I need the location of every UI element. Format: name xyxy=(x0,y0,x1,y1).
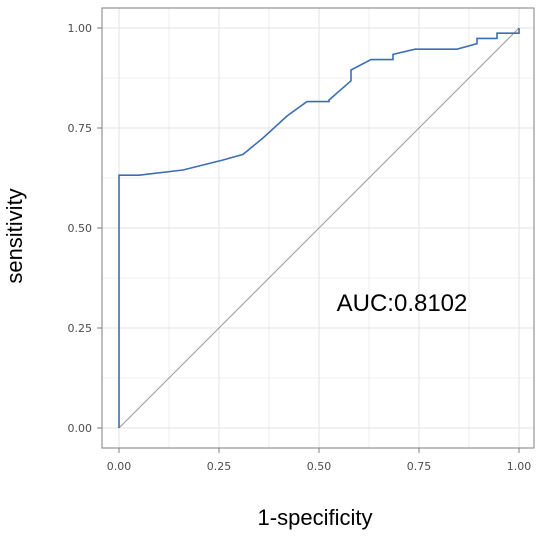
x-tick-label: 0.25 xyxy=(207,460,232,473)
x-tick-label: 0.00 xyxy=(107,460,132,473)
y-tick-label: 0.75 xyxy=(68,122,93,135)
x-tick-label: 0.75 xyxy=(407,460,432,473)
grid-lines xyxy=(102,8,534,448)
x-tick-label: 0.50 xyxy=(307,460,332,473)
auc-annotation: AUC:0.8102 xyxy=(337,290,468,317)
reference-diagonal-line xyxy=(118,27,520,429)
roc-curve-line xyxy=(118,28,520,428)
y-axis-ticks: 0.00 0.25 0.50 0.75 1.00 xyxy=(68,22,102,435)
x-axis-ticks: 0.00 0.25 0.50 0.75 1.00 xyxy=(107,448,532,473)
y-tick-label: 0.25 xyxy=(68,322,93,335)
y-tick-label: 1.00 xyxy=(68,22,93,35)
x-tick-label: 1.00 xyxy=(507,460,532,473)
y-axis-title: sensitivity xyxy=(2,188,27,283)
x-axis-title: 1-specificity xyxy=(258,505,373,530)
y-tick-label: 0.50 xyxy=(68,222,93,235)
y-tick-label: 0.00 xyxy=(68,422,93,435)
